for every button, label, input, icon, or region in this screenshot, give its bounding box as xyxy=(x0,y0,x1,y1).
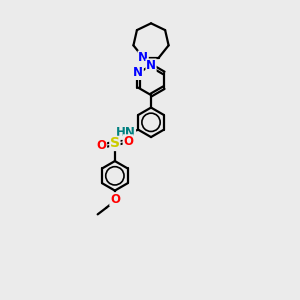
Text: HN: HN xyxy=(116,126,136,139)
Text: N: N xyxy=(138,51,148,64)
Text: O: O xyxy=(110,193,120,206)
Text: O: O xyxy=(97,139,106,152)
Text: O: O xyxy=(123,135,133,148)
Text: S: S xyxy=(110,136,120,150)
Text: N: N xyxy=(146,59,156,72)
Text: N: N xyxy=(133,66,143,80)
